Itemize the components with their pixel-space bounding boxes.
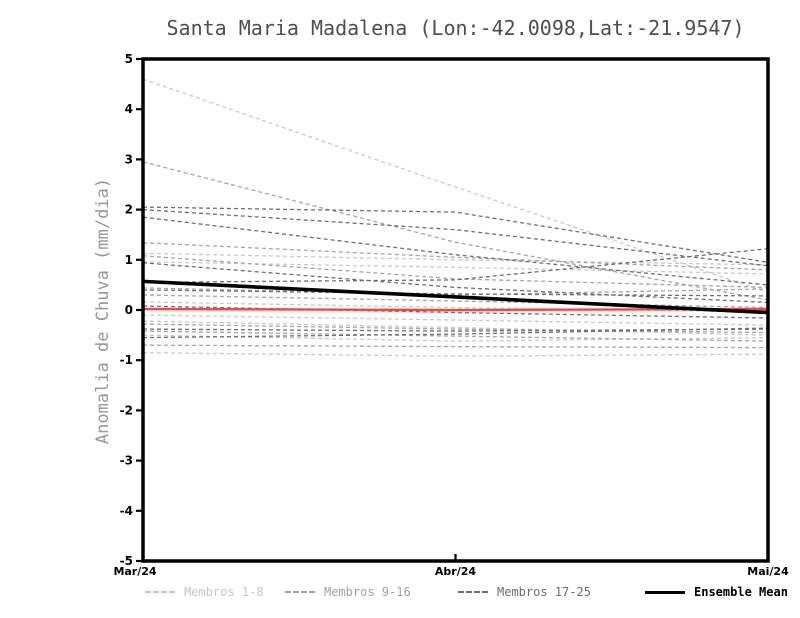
- x-tick-label: Mai/24: [747, 565, 789, 578]
- member-line: [142, 287, 769, 296]
- legend-item-membros-9-16: Membros 9-16: [285, 585, 411, 599]
- member-line: [142, 248, 769, 284]
- member-line: [142, 314, 769, 326]
- legend-item-membros-1-8: Membros 1-8: [145, 585, 263, 599]
- x-tick-label: Mar/24: [113, 565, 156, 578]
- dashed-line-swatch: [458, 591, 488, 593]
- y-tick-label: 0: [125, 303, 133, 317]
- y-tick-label: 3: [125, 152, 133, 166]
- member-line: [142, 328, 769, 332]
- legend-label: Membros 1-8: [184, 585, 264, 599]
- x-tick-label: Abr/24: [435, 565, 476, 578]
- member-line: [142, 334, 769, 342]
- member-line: [142, 305, 769, 319]
- member-line: [142, 344, 769, 349]
- member-line: [142, 294, 769, 309]
- y-tick-label: 4: [125, 102, 133, 116]
- legend-item-ensemble-mean: Ensemble Mean: [645, 585, 788, 599]
- chart-legend: Membros 1-8 Membros 9-16 Membros 17-25 E…: [0, 585, 800, 605]
- member-line: [142, 323, 769, 334]
- solid-line-swatch: [645, 590, 685, 594]
- y-tick-label: -2: [120, 403, 133, 417]
- legend-item-membros-17-25: Membros 17-25: [458, 585, 591, 599]
- member-line: [142, 216, 769, 286]
- y-tick-label: 5: [125, 52, 133, 66]
- y-tick-label: -5: [120, 554, 133, 568]
- chart-title: Santa Maria Madalena (Lon:-42.0098,Lat:-…: [166, 16, 745, 40]
- member-line: [142, 161, 769, 301]
- member-line: [142, 330, 769, 342]
- member-line: [142, 78, 769, 294]
- member-line: [142, 208, 769, 267]
- y-tick-label: -4: [120, 504, 133, 518]
- dashed-line-swatch: [285, 591, 315, 593]
- y-tick-label: -1: [120, 353, 133, 367]
- member-line: [142, 320, 769, 336]
- member-line: [142, 252, 769, 266]
- member-line: [142, 242, 769, 271]
- zero-reference-line: [142, 307, 769, 312]
- member-line: [142, 327, 769, 339]
- member-line: [142, 255, 769, 289]
- legend-label: Membros 9-16: [324, 585, 411, 599]
- ensemble-mean-line: [142, 279, 769, 315]
- y-tick-label: -3: [120, 454, 133, 468]
- member-line: [142, 352, 769, 357]
- y-tick-label: 1: [125, 253, 133, 267]
- member-line: [142, 261, 769, 275]
- y-tick-label: 2: [125, 203, 133, 217]
- member-line: [142, 289, 769, 297]
- legend-label: Membros 17-25: [497, 585, 591, 599]
- dashed-line-swatch: [145, 591, 175, 593]
- legend-label: Ensemble Mean: [694, 585, 788, 599]
